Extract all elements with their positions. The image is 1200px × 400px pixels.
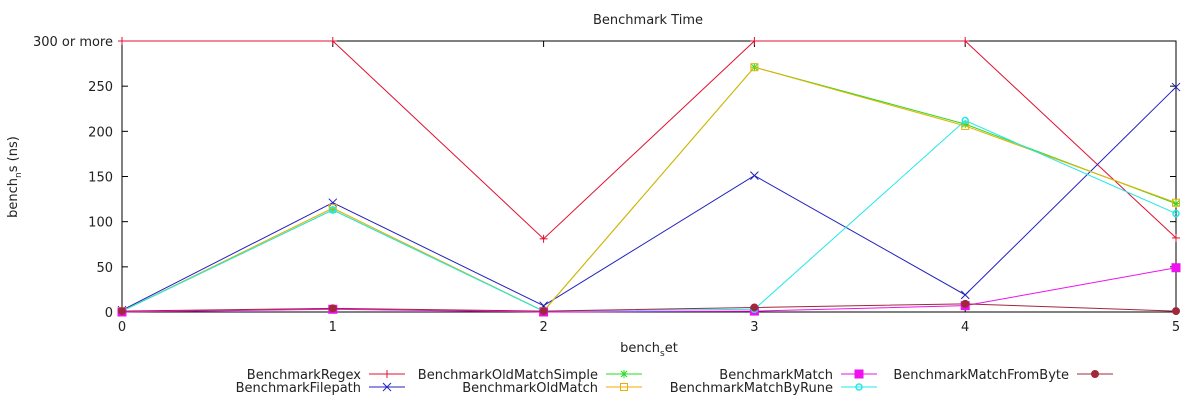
x-axis: 0 1 2 3 4 5 (118, 41, 1180, 335)
series-line (121, 119, 1177, 312)
legend-item: BenchmarkOldMatchSimple (418, 368, 642, 383)
data-point (328, 204, 337, 213)
legend-item: BenchmarkMatchByRune (670, 381, 877, 396)
x-tick-label: 3 (750, 320, 758, 335)
series-benchmark-match-from-byte (118, 299, 1180, 316)
data-point (750, 171, 759, 180)
y-tick-label: 200 (88, 125, 113, 140)
chart-title: Benchmark Time (593, 13, 703, 28)
plot-area (121, 40, 1177, 313)
series-benchmark-filepath (117, 82, 1181, 315)
legend-item: BenchmarkRegex (247, 368, 405, 383)
legend-marker-icon (854, 369, 864, 379)
series-layer (117, 37, 1181, 317)
legend-marker-icon (855, 383, 863, 391)
plot-border (121, 40, 1177, 313)
legend-marker-icon (620, 370, 628, 378)
x-tick-label: 0 (118, 320, 126, 335)
data-point (1172, 209, 1180, 218)
series-line (121, 86, 1177, 311)
data-point (960, 290, 970, 300)
legend-marker-icon (1091, 370, 1099, 378)
data-point (750, 303, 759, 312)
data-point (118, 307, 126, 316)
x-axis-label: benchset (620, 341, 678, 359)
data-point (961, 37, 970, 45)
legend-item: BenchmarkOldMatch (462, 381, 642, 396)
legend-item: BenchmarkFilepath (236, 381, 405, 396)
series-line (121, 66, 1177, 312)
data-point (1172, 233, 1180, 242)
data-point (328, 37, 337, 45)
data-point (961, 299, 970, 308)
x-tick-label: 1 (329, 320, 337, 335)
legend-label: BenchmarkOldMatch (462, 381, 598, 396)
series-line (121, 303, 1177, 312)
data-point (750, 37, 759, 45)
y-axis: 0 50 100 150 200 250 300 or more (33, 35, 1176, 321)
data-point (118, 37, 126, 45)
y-tick-label: 150 (88, 171, 113, 186)
data-point (1172, 198, 1180, 207)
x-tick-label: 4 (961, 320, 969, 335)
data-point (961, 121, 970, 130)
legend-label: BenchmarkOldMatchSimple (418, 368, 598, 383)
y-axis-label: benchns (ns) (6, 136, 24, 218)
y-tick-label: 300 or more (33, 35, 113, 50)
data-point (961, 116, 969, 125)
series-benchmark-match (117, 263, 1181, 317)
series-benchmark-old-match (118, 63, 1180, 316)
x-tick-label: 2 (539, 320, 547, 335)
series-line (121, 267, 1177, 313)
legend-label: BenchmarkMatch (719, 368, 833, 383)
y-tick-label: 250 (88, 80, 113, 95)
series-benchmark-match-by-rune (118, 116, 1180, 315)
data-point (1171, 263, 1181, 273)
legend-marker-icon (620, 383, 628, 391)
x-tick-label: 5 (1172, 320, 1180, 335)
data-point (328, 198, 338, 208)
legend-item: BenchmarkMatchFromByte (893, 368, 1113, 383)
series-benchmark-regex (118, 37, 1180, 243)
legend-marker-icon (382, 382, 392, 392)
data-point (1171, 82, 1181, 92)
data-point (750, 63, 759, 72)
legend-label: BenchmarkFilepath (236, 381, 361, 396)
data-point (539, 307, 548, 316)
legend-marker-icon (383, 370, 391, 378)
series-line (122, 40, 1177, 240)
data-point (328, 304, 337, 313)
y-tick-label: 50 (96, 261, 113, 276)
legend-item: BenchmarkMatch (719, 368, 877, 383)
y-tick-label: 100 (88, 216, 113, 231)
data-point (1172, 307, 1180, 316)
legend-label: BenchmarkMatchFromByte (893, 368, 1069, 383)
data-point (329, 206, 337, 214)
y-tick-label: 0 (105, 306, 113, 321)
legend-label: BenchmarkMatchByRune (670, 381, 833, 396)
data-point (539, 234, 548, 243)
legend-label: BenchmarkRegex (247, 368, 362, 383)
